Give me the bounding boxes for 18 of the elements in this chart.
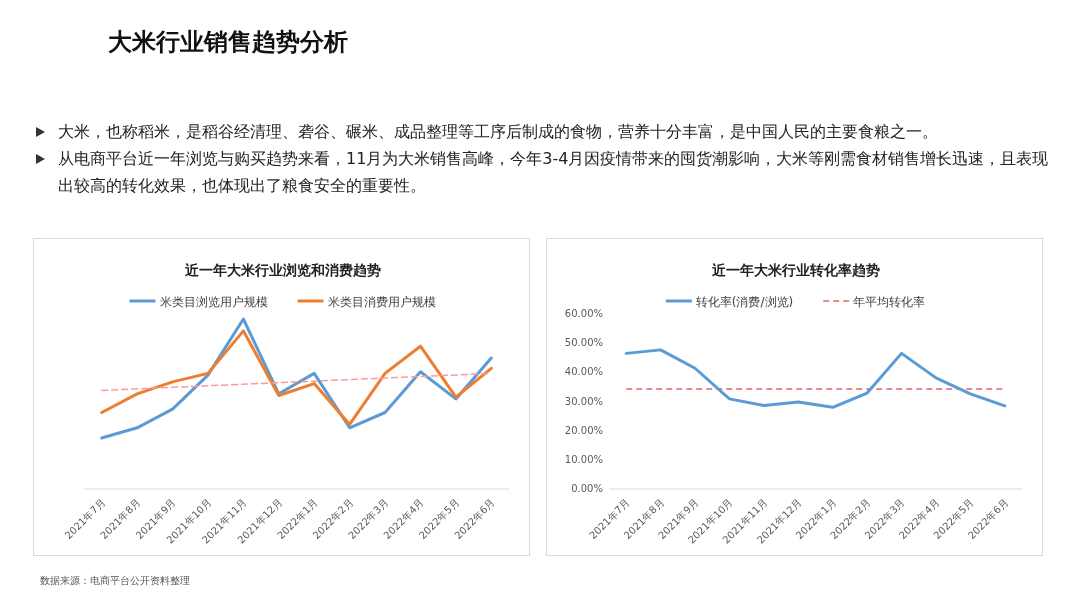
legend-label: 年平均转化率 (853, 294, 926, 309)
text: 从电商平台近一年浏览与购买趋势来看，11月为大米销售高峰，今年3-4月因疫情带来的囤货潮影响，大米等刚需食材销售增长迅速，且表现出较高的转化效果，也体现出了粮食安全的重要性。 (58, 149, 1049, 195)
legend-label: 米类目浏览用户规模 (159, 294, 268, 309)
chart-title: 近一年大米行业浏览和消费趋势 (183, 262, 381, 278)
legend-label: 转化率(消费/浏览) (695, 294, 794, 309)
y-tick-label: 40.00% (564, 366, 603, 378)
y-tick-label: 60.00% (564, 308, 603, 319)
y-tick-label: 50.00% (564, 337, 603, 349)
chart-title: 近一年大米行业转化率趋势 (710, 262, 880, 278)
y-tick-label: 10.00% (564, 453, 603, 465)
y-tick-label: 30.00% (564, 395, 603, 407)
y-tick-label: 0.00% (571, 483, 603, 494)
text: 大米行业销售趋势分析 (108, 27, 348, 58)
text: 大米，也称稻米，是稻谷经清理、砻谷、碾米、成品整理等工序后制成的食物，营养十分丰富，是中国人民的主要食粮之一。 (58, 122, 938, 141)
line-series (624, 348, 1007, 409)
y-tick-label: 20.00% (564, 424, 603, 436)
source-note: 数据来源：电商平台公开资料整理 (40, 574, 190, 588)
legend-label: 米类目消费用户规模 (327, 294, 436, 309)
